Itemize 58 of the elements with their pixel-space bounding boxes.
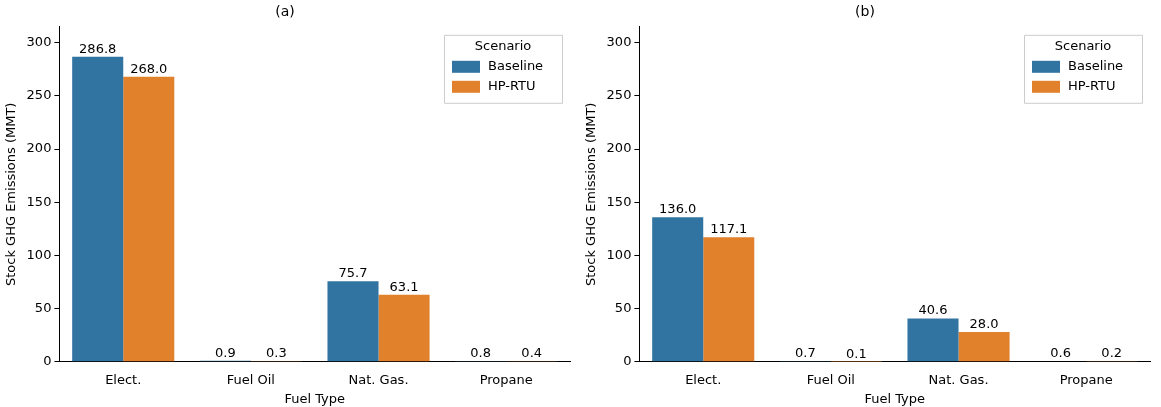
y-tick-label: 250 [606,87,632,103]
y-tick-label: 300 [606,34,632,50]
y-tick-label: 200 [606,140,632,156]
y-tick-label: 100 [26,246,52,262]
legend-title: Scenario [474,38,532,54]
x-tick-label: Fuel Oil [806,371,855,387]
legend-title: Scenario [1054,38,1112,54]
bar [958,332,1010,362]
data-label: 40.6 [918,302,948,318]
y-axis-title: Stock GHG Emissions (MMT) [3,102,19,287]
y-tick-label: 0 [43,353,52,369]
x-tick-label: Nat. Gas. [928,371,989,387]
x-tick-label: Fuel Oil [226,371,275,387]
y-tick-label: 50 [34,300,52,315]
x-tick-label: Propane [1059,371,1113,387]
chart-title: (b) [855,3,875,20]
y-tick-label: 200 [26,140,52,156]
bar [123,76,175,362]
bar [378,294,430,362]
bar [652,217,704,362]
bar [72,56,124,362]
y-tick-label: 50 [614,300,632,315]
y-tick-label: 150 [606,193,632,209]
legend-label: Baseline [1068,58,1124,74]
y-axis-title: Stock GHG Emissions (MMT) [583,102,599,287]
y-tick-label: 0 [623,353,632,369]
data-label: 286.8 [79,40,117,56]
data-label: 117.1 [710,221,748,237]
x-tick-label: Elect. [685,371,722,387]
data-label: 0.3 [266,345,287,361]
data-label: 0.9 [215,344,236,360]
bar [907,318,959,362]
legend-label: HP-RTU [1068,78,1116,94]
data-label: 0.2 [1101,345,1123,361]
x-axis-title: Fuel Type [284,390,346,406]
data-label: 0.4 [521,345,543,361]
data-label: 0.8 [470,344,491,360]
bar [703,237,755,362]
y-tick-label: 100 [606,246,632,262]
y-tick-label: 300 [26,34,52,50]
data-label: 0.7 [795,344,816,360]
data-label: 136.0 [659,201,697,217]
x-tick-label: Propane [479,371,533,387]
data-label: 0.1 [846,345,867,361]
data-label: 268.0 [130,60,168,76]
data-label: 75.7 [338,265,368,281]
bar [327,281,379,362]
data-label: 28.0 [969,315,999,331]
chart-title: (a) [275,3,295,20]
x-tick-label: Nat. Gas. [348,371,409,387]
data-label: 63.1 [389,278,419,294]
legend-label: HP-RTU [488,78,536,94]
x-axis-title: Fuel Type [864,390,926,406]
legend-label: Baseline [488,58,544,74]
data-label: 0.6 [1050,345,1071,361]
y-tick-label: 150 [26,193,52,209]
x-tick-label: Elect. [105,371,142,387]
y-tick-label: 250 [26,87,52,103]
